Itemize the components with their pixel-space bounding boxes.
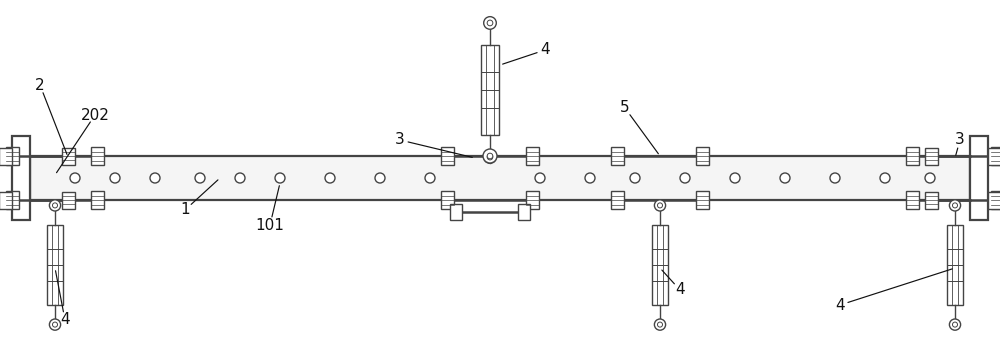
Circle shape	[535, 173, 545, 183]
Bar	[970, 136, 988, 220]
Bar	[652, 225, 668, 305]
Text: 4: 4	[540, 43, 550, 58]
Circle shape	[730, 173, 740, 183]
Circle shape	[780, 173, 790, 183]
Circle shape	[150, 173, 160, 183]
Bar	[62, 192, 75, 208]
Text: 2: 2	[35, 77, 45, 92]
Circle shape	[52, 203, 58, 208]
Circle shape	[49, 200, 61, 211]
Text: 3: 3	[955, 133, 965, 148]
Circle shape	[630, 173, 640, 183]
Circle shape	[487, 154, 493, 160]
Bar	[696, 191, 709, 209]
Circle shape	[925, 173, 935, 183]
Bar	[91, 191, 104, 209]
Bar	[518, 204, 530, 220]
Text: 4: 4	[675, 282, 685, 297]
Bar	[906, 191, 919, 209]
Circle shape	[484, 17, 496, 29]
Text: 3: 3	[395, 133, 405, 148]
Circle shape	[487, 20, 493, 26]
Bar	[30, 156, 970, 200]
Bar	[450, 204, 462, 220]
Circle shape	[680, 173, 690, 183]
Text: 1: 1	[180, 202, 190, 217]
Circle shape	[657, 322, 663, 327]
Circle shape	[585, 173, 595, 183]
Bar	[988, 192, 1000, 208]
Circle shape	[830, 173, 840, 183]
Circle shape	[110, 173, 120, 183]
Bar	[441, 147, 454, 165]
Bar	[0, 192, 12, 208]
Circle shape	[275, 173, 285, 183]
Text: 5: 5	[620, 101, 630, 116]
Bar	[441, 191, 454, 209]
Bar	[6, 191, 19, 209]
Circle shape	[949, 319, 961, 330]
Circle shape	[483, 149, 497, 163]
Circle shape	[425, 173, 435, 183]
Circle shape	[654, 200, 666, 211]
Circle shape	[375, 173, 385, 183]
Bar	[6, 147, 19, 165]
Circle shape	[952, 322, 958, 327]
Circle shape	[325, 173, 335, 183]
Circle shape	[195, 173, 205, 183]
Text: 101: 101	[256, 217, 284, 232]
Circle shape	[952, 203, 958, 208]
Bar	[988, 148, 1000, 164]
Bar	[611, 147, 624, 165]
Bar	[0, 148, 12, 164]
Bar	[991, 191, 1000, 209]
Bar	[481, 45, 499, 135]
Text: 4: 4	[60, 312, 70, 327]
Text: 4: 4	[835, 297, 845, 312]
Bar	[925, 192, 938, 208]
Bar	[526, 147, 539, 165]
Text: 202: 202	[81, 107, 109, 122]
Circle shape	[52, 322, 58, 327]
Circle shape	[487, 153, 493, 159]
Bar	[47, 225, 63, 305]
Circle shape	[484, 151, 496, 163]
Circle shape	[235, 173, 245, 183]
Bar	[925, 148, 938, 164]
Circle shape	[657, 203, 663, 208]
Bar	[62, 148, 75, 164]
Bar	[947, 225, 963, 305]
Circle shape	[49, 319, 61, 330]
Bar	[91, 147, 104, 165]
Bar	[12, 136, 30, 220]
Bar	[696, 147, 709, 165]
Circle shape	[70, 173, 80, 183]
Circle shape	[949, 200, 961, 211]
Bar	[611, 191, 624, 209]
Circle shape	[880, 173, 890, 183]
Bar	[906, 147, 919, 165]
Circle shape	[654, 319, 666, 330]
Bar	[991, 147, 1000, 165]
Bar	[526, 191, 539, 209]
